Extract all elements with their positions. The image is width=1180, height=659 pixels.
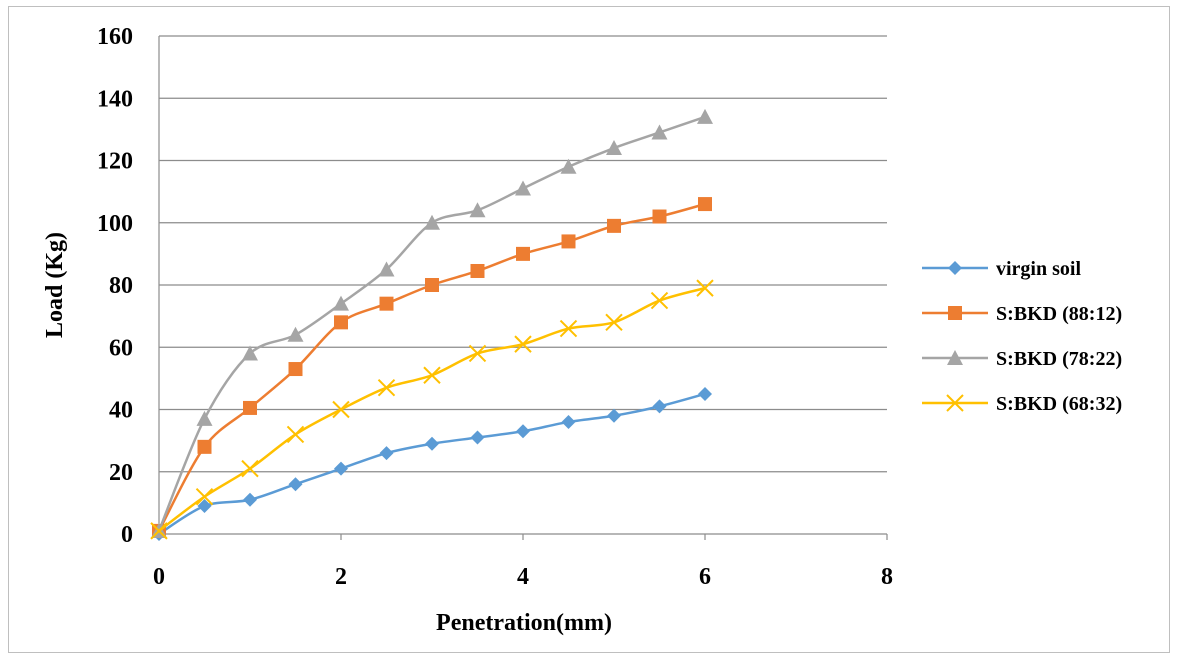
legend-item-1: virgin soil: [922, 258, 1081, 280]
y-tick-label-160: 160: [97, 24, 133, 50]
series-line: [157, 202, 706, 532]
data-point-x-7: [468, 344, 487, 363]
legend-marker-diamond: [948, 261, 962, 275]
legend-marker-triangle: [947, 350, 963, 365]
data-point-square-1: [197, 439, 212, 454]
y-tick-label-0: 0: [121, 522, 133, 548]
data-point-diamond-12: [698, 386, 712, 401]
chart-frame: [8, 6, 1170, 653]
data-point-x-1: [195, 487, 214, 506]
y-tick-label-20: 20: [109, 460, 133, 486]
legend-marker-square: [948, 306, 962, 320]
series-line: [157, 115, 706, 532]
legend-label: S:BKD (88:12): [996, 303, 1122, 325]
legend-marker-x: [946, 394, 964, 412]
data-point-x-4: [332, 400, 350, 419]
axes: [158, 36, 888, 540]
data-point-x-12: [696, 279, 714, 297]
data-point-diamond-1: [197, 498, 212, 513]
y-tick-label-40: 40: [109, 398, 133, 424]
x-tick-label-6: 6: [699, 564, 711, 590]
y-tick-label-140: 140: [97, 86, 133, 112]
series-4: [150, 279, 714, 540]
data-point-diamond-3: [288, 477, 303, 492]
data-point-diamond-7: [470, 430, 485, 445]
series-3: [151, 108, 713, 538]
data-point-triangle-3: [287, 326, 304, 342]
legend-item-3: S:BKD (78:22): [922, 348, 1122, 370]
data-point-diamond-8: [516, 424, 530, 439]
data-point-x-0: [150, 522, 168, 540]
y-axis-title: Load (Kg): [42, 232, 68, 338]
data-point-square-10: [607, 218, 621, 233]
data-point-diamond-5: [379, 446, 394, 461]
data-point-square-8: [516, 246, 530, 261]
data-point-triangle-6: [424, 214, 440, 230]
data-point-x-10: [605, 313, 623, 332]
tick-labels: 0 20 40 60 80 100 120 140 160 0 2 4 6 8: [97, 24, 893, 590]
data-point-square-3: [288, 362, 303, 377]
data-point-triangle-8: [515, 180, 531, 196]
legend-label: S:BKD (68:32): [996, 393, 1122, 415]
legend-label: virgin soil: [996, 258, 1081, 280]
data-point-x-3: [286, 425, 305, 444]
y-tick-label-120: 120: [97, 149, 133, 175]
data-point-diamond-2: [243, 492, 257, 507]
legend-item-4: S:BKD (68:32): [922, 393, 1122, 415]
data-point-triangle-5: [378, 261, 395, 277]
legend-label: S:BKD (78:22): [996, 348, 1122, 370]
x-tick-label-2: 2: [335, 564, 347, 590]
x-axis-title: Penetration(mm): [436, 610, 612, 636]
data-point-square-9: [561, 234, 576, 249]
data-point-square-6: [425, 278, 439, 292]
y-tick-label-80: 80: [109, 273, 133, 299]
x-tick-label-8: 8: [881, 564, 893, 590]
series-2: [152, 197, 712, 538]
data-point-square-11: [652, 209, 667, 224]
data-point-triangle-7: [469, 202, 486, 218]
data-point-diamond-9: [561, 414, 576, 429]
data-point-x-9: [559, 319, 578, 338]
data-point-x-11: [650, 291, 669, 310]
data-point-triangle-2: [242, 345, 258, 361]
data-point-x-2: [241, 459, 259, 478]
data-point-x-5: [377, 379, 396, 397]
x-tick-label-4: 4: [517, 564, 529, 590]
data-point-x-8: [514, 335, 532, 353]
data-point-square-7: [470, 263, 485, 278]
data-point-square-4: [334, 315, 348, 330]
data-point-diamond-4: [334, 461, 348, 476]
data-point-square-5: [379, 296, 394, 311]
data-point-x-6: [423, 366, 441, 384]
data-point-square-12: [698, 197, 712, 212]
y-tick-label-100: 100: [97, 211, 133, 237]
gridlines: [159, 35, 887, 473]
data-point-triangle-9: [560, 158, 577, 174]
series-layer: [150, 108, 714, 541]
data-point-triangle-10: [606, 140, 622, 156]
data-point-diamond-11: [652, 399, 667, 414]
legend-item-2: S:BKD (88:12): [922, 303, 1122, 325]
data-point-diamond-6: [425, 436, 439, 451]
x-tick-label-0: 0: [153, 564, 165, 590]
data-point-triangle-12: [697, 108, 713, 124]
data-point-diamond-10: [607, 408, 621, 423]
data-point-triangle-4: [333, 295, 349, 311]
data-point-triangle-1: [196, 410, 213, 426]
y-tick-label-60: 60: [109, 335, 133, 361]
data-point-square-2: [243, 400, 257, 415]
data-point-triangle-11: [651, 124, 668, 140]
legend: virgin soil S:BKD (88:12) S:BKD (78:22) S:B…: [922, 258, 1122, 415]
